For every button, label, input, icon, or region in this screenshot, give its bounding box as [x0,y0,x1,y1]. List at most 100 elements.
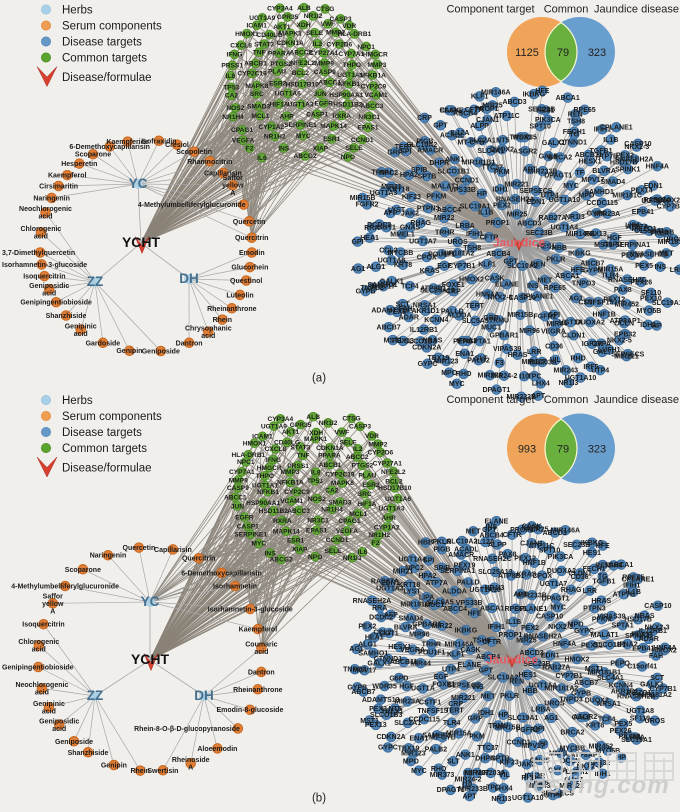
svg-text:NFE2L2: NFE2L2 [381,469,406,476]
svg-text:INS: INS [527,283,539,290]
svg-text:AKT1: AKT1 [282,429,300,436]
svg-text:TSH8: TSH8 [567,118,585,125]
svg-text:NFE2L2: NFE2L2 [291,60,316,67]
svg-text:MMEL1: MMEL1 [390,231,415,238]
svg-text:IFNG: IFNG [227,52,243,59]
svg-text:EGF: EGF [434,674,449,681]
svg-text:acid: acid [74,331,88,338]
svg-text:Aloeemodin: Aloeemodin [197,746,237,753]
svg-text:MMP3: MMP3 [367,62,386,69]
svg-text:RXRA: RXRA [273,518,292,525]
svg-text:STAT3: STAT3 [254,41,274,48]
svg-text:SLC19A1: SLC19A1 [652,300,680,307]
svg-text:acid: acid [52,726,66,733]
svg-text:Glucorhein: Glucorhein [231,265,268,272]
svg-text:PALLD: PALLD [441,308,464,315]
svg-text:HEA1: HEA1 [365,635,384,642]
svg-text:UGT1A6: UGT1A6 [385,496,411,503]
svg-text:TCF4: TCF4 [401,283,419,290]
svg-text:ABCB4: ABCB4 [480,533,504,540]
svg-text:Common targets: Common targets [62,53,147,65]
svg-text:DUOXA2: DUOXA2 [576,319,605,326]
svg-text:HSD11B2: HSD11B2 [259,508,289,515]
svg-text:MAPK8: MAPK8 [331,480,354,487]
svg-text:Isoquercitrin: Isoquercitrin [23,274,65,281]
svg-text:MIR44: MIR44 [546,321,567,328]
svg-text:HP: HP [477,191,487,198]
svg-text:Rheinanthrone: Rheinanthrone [207,306,256,313]
svg-text:MAPK8: MAPK8 [245,83,268,90]
svg-text:CPLANE1: CPLANE1 [600,125,633,132]
svg-text:Geniposidic: Geniposidic [39,718,79,725]
svg-text:TP53: TP53 [307,478,323,485]
svg-text:SELE: SELE [306,30,324,37]
svg-text:ALG1: ALG1 [366,264,385,271]
svg-text:acid: acid [254,649,268,656]
svg-text:CYP7A1: CYP7A1 [338,51,364,58]
svg-text:CASK: CASK [485,275,505,282]
svg-text:A: A [50,608,55,615]
svg-text:SLC4A1: SLC4A1 [597,675,624,682]
svg-text:MYC: MYC [449,381,465,388]
svg-text:STAT3: STAT3 [290,444,310,451]
svg-text:Rheinanthrone: Rheinanthrone [233,687,282,694]
svg-text:CYP1A2: CYP1A2 [374,524,400,531]
svg-text:DCDC2: DCDC2 [369,614,393,621]
svg-text:BRCA2: BRCA2 [560,729,584,736]
svg-text:HP: HP [498,712,508,719]
svg-text:LRR: LRR [583,588,597,595]
svg-text:MET: MET [538,277,554,284]
svg-text:Geniposide: Geniposide [142,349,180,356]
svg-text:NR1I3: NR1I3 [484,585,504,592]
svg-text:ADAR: ADAR [639,636,659,643]
svg-text:A: A [230,190,235,197]
svg-text:NR1I2: NR1I2 [304,13,323,20]
svg-text:Shanzhiside: Shanzhiside [46,313,87,320]
svg-text:ALPP: ALPP [488,542,507,549]
svg-text:PALLD: PALLD [457,580,480,587]
svg-text:PIK3CA: PIK3CA [548,554,574,561]
svg-text:TRMU: TRMU [488,723,508,730]
svg-text:TGFB1: TGFB1 [592,578,615,585]
svg-text:SPIB: SPIB [411,167,427,174]
svg-text:Genipin: Genipin [101,763,127,770]
svg-text:CRP: CRP [448,701,463,708]
svg-text:EDN1: EDN1 [644,183,663,190]
svg-text:NRSA1: NRSA1 [597,701,621,708]
svg-text:EPAS1: EPAS1 [357,125,378,132]
svg-text:PKLR: PKLR [500,693,519,700]
svg-text:NR1H4: NR1H4 [321,506,343,513]
svg-text:Scopoletin: Scopoletin [176,149,212,156]
svg-text:Rhamnocitrin: Rhamnocitrin [187,159,232,166]
svg-text:CTSG: CTSG [316,6,334,13]
svg-text:NRSA1: NRSA1 [413,303,437,310]
svg-text:TPC: TPC [486,785,500,792]
svg-text:MIR146A: MIR146A [551,528,581,535]
svg-text:CXCL8: CXCL8 [230,43,252,50]
svg-text:MIR373: MIR373 [478,373,503,380]
svg-text:IL2: IL2 [353,446,363,453]
svg-text:CYP7B1: CYP7B1 [657,204,680,211]
svg-text:NR1I2: NR1I2 [319,420,338,427]
svg-text:SAMHD1: SAMHD1 [584,189,614,196]
svg-text:CYP2D6: CYP2D6 [326,41,352,48]
svg-text:Serum components: Serum components [62,21,162,33]
svg-text:EGFR: EGFR [235,514,254,521]
svg-text:CYP27A1: CYP27A1 [309,50,339,57]
svg-text:KRAS: KRAS [420,268,440,275]
svg-text:PPARA: PPARA [318,453,341,460]
svg-text:MALAT1: MALAT1 [591,632,619,639]
svg-text:MPV17: MPV17 [522,743,545,750]
svg-text:PEX2: PEX2 [493,202,511,209]
svg-text:NFKB1A: NFKB1A [277,480,304,487]
svg-text:HFE: HFE [596,543,610,550]
svg-text:IFIH1: IFIH1 [488,624,505,631]
svg-text:NKX2-5: NKX2-5 [607,337,632,344]
svg-text:CASP1: CASP1 [306,111,328,118]
svg-text:IFIH1: IFIH1 [466,231,483,238]
svg-text:CCDC115: CCDC115 [586,200,618,207]
svg-text:Jaundice: Jaundice [486,653,538,667]
svg-text:PEX3: PEX3 [369,706,387,713]
svg-text:TG: TG [569,132,579,139]
svg-text:NKX2-3: NKX2-3 [624,144,649,151]
